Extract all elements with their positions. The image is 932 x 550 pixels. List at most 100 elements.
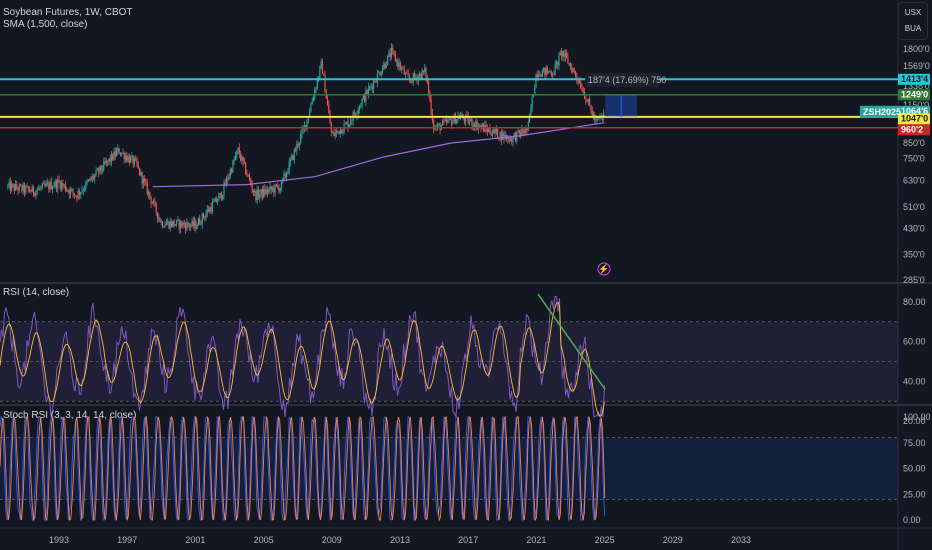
candle-body <box>146 182 148 195</box>
candle-body <box>282 177 284 181</box>
candle-body <box>383 63 385 69</box>
price-axis-tick: 1150'0 <box>903 100 929 110</box>
candle-body <box>239 154 242 161</box>
time-axis-label: 2029 <box>663 535 683 545</box>
stoch-axis-tick: 0.00 <box>903 515 921 525</box>
price-axis-tick: 1569'0 <box>903 61 930 71</box>
candle-body <box>337 130 339 132</box>
time-axis-label: 2025 <box>595 535 615 545</box>
lightning-icon[interactable] <box>597 262 611 276</box>
candle-body <box>550 72 552 75</box>
rsi-line <box>0 295 605 418</box>
candle-body <box>115 150 118 157</box>
candle-body <box>388 52 390 56</box>
candle-body <box>305 125 307 129</box>
candle-body <box>35 190 37 196</box>
candle-body <box>448 118 450 121</box>
candle-body <box>378 72 380 74</box>
candle-body <box>195 221 197 229</box>
price-axis-tick: 285'0 <box>903 275 925 285</box>
candle-body <box>43 183 45 185</box>
candle-body <box>449 118 451 120</box>
candle-body <box>75 195 77 197</box>
candle-body <box>421 70 423 79</box>
candle-body <box>241 156 243 161</box>
candle-body <box>242 156 244 162</box>
candle-body <box>127 156 129 161</box>
candle-body <box>191 220 193 226</box>
candle-body <box>351 120 353 122</box>
candle-body <box>161 221 164 228</box>
measure-label-box <box>585 73 659 87</box>
candle-body <box>475 121 477 129</box>
candle-body <box>472 125 474 127</box>
candle-body <box>404 73 407 75</box>
rsi-pane[interactable]: RSI (14, close) 80.00 60.00 40.00 20.00 <box>0 287 926 426</box>
candle-body <box>16 184 18 189</box>
candle-body <box>202 213 205 218</box>
candles <box>7 43 605 235</box>
candle-body <box>517 129 519 132</box>
candle-body <box>81 190 83 193</box>
candle-body <box>215 198 217 203</box>
candle-body <box>269 186 271 190</box>
candle-body <box>576 75 578 80</box>
price-tag-cyan <box>898 73 930 85</box>
candle-body <box>133 158 136 165</box>
candle-body <box>263 188 265 197</box>
candle-body <box>568 63 570 65</box>
candle-body <box>209 207 211 212</box>
candle-body <box>385 65 387 68</box>
candle-body <box>592 114 595 116</box>
candle-body <box>26 186 28 188</box>
candle-body <box>310 104 312 112</box>
candle-body <box>357 109 359 114</box>
candle-body <box>8 182 10 186</box>
candle-body <box>100 165 102 171</box>
symbol-title: Soybean Futures, 1W, CBOT <box>3 7 133 18</box>
candle-body <box>188 225 191 227</box>
candle-body <box>121 153 123 155</box>
unit-selector[interactable]: USX BUA <box>898 2 928 40</box>
candle-body <box>434 128 436 130</box>
time-axis-label: 2009 <box>322 535 342 545</box>
price-axis-tick: 850'0 <box>903 138 925 148</box>
candle-body <box>165 223 168 226</box>
candle-body <box>491 133 494 136</box>
candle-body <box>503 132 505 139</box>
candle-body <box>511 138 513 142</box>
stoch-axis-tick: 100.00 <box>903 412 931 422</box>
candle-body <box>315 88 317 90</box>
measure-label: 187'4 (17.69%) 750 <box>588 75 666 85</box>
time-axis[interactable]: 1993 1997 2001 2005 2009 2013 2017 2021 2025 2029… <box>49 535 751 545</box>
candle-body <box>233 160 235 161</box>
candle-body <box>381 68 384 74</box>
candle-body <box>497 128 499 138</box>
candle-body <box>563 51 565 57</box>
stoch-pane[interactable]: Stoch RSI (3, 3, 14, 14, close) 100.00 75.… <box>0 410 931 525</box>
candle-body <box>63 184 65 186</box>
rsi-trendline[interactable] <box>537 293 606 390</box>
candle-body <box>520 132 522 136</box>
candle-body <box>213 201 215 203</box>
candle-body <box>69 189 72 195</box>
candle-body <box>369 86 371 88</box>
candle-body <box>489 128 491 134</box>
candle-body <box>186 222 188 230</box>
candle-body <box>142 178 144 184</box>
time-axis-label: 2021 <box>526 535 546 545</box>
candle-body <box>454 115 457 124</box>
candle-body <box>138 167 141 176</box>
time-axis-label: 2001 <box>185 535 205 545</box>
candle-body <box>265 189 267 195</box>
candle-body <box>540 76 542 78</box>
candle-body <box>320 61 322 67</box>
candle-body <box>289 159 292 162</box>
candle-body <box>523 132 526 134</box>
candle-body <box>329 112 331 125</box>
candle-body <box>248 175 251 180</box>
candle-body <box>306 119 308 129</box>
price-tag-cyan-text: 1413'4 <box>901 74 928 84</box>
